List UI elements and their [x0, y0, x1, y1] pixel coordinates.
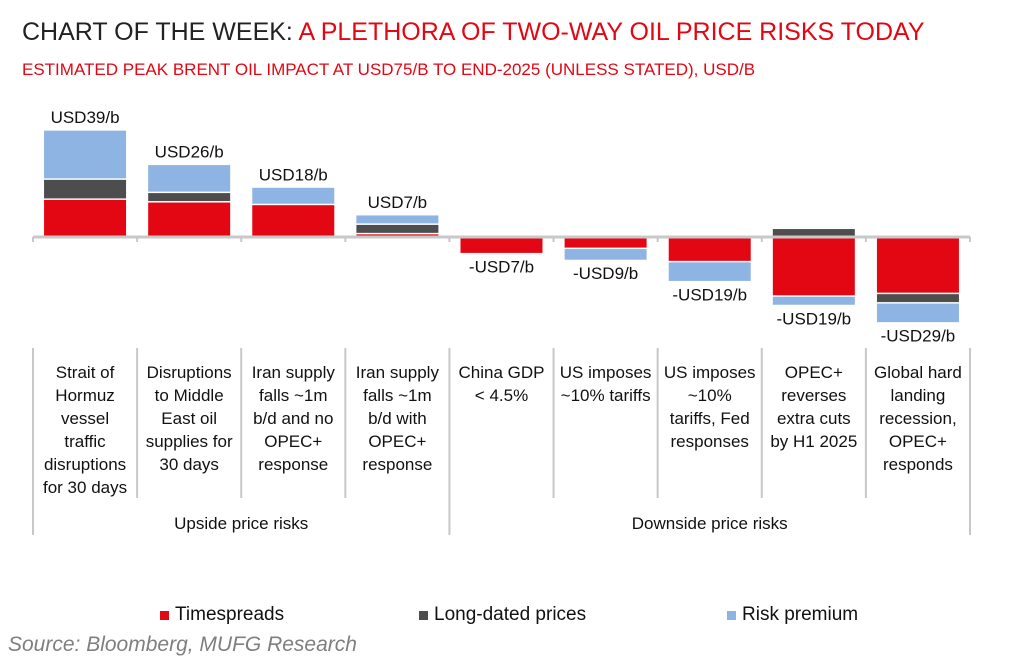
bar-risk-premium: [44, 130, 127, 179]
bar-long-dated: [876, 294, 959, 303]
category-label-line: Strait of: [56, 363, 115, 382]
category-label-line: Iran supply: [356, 363, 440, 382]
group-label: Downside price risks: [632, 514, 788, 533]
category-label: Global hard landing recession, OPEC+ respond…: [874, 363, 962, 474]
category-label-line: for 30 days: [43, 478, 127, 497]
category-label-line: b/d and no: [253, 409, 333, 428]
category-label-line: to Middle: [155, 386, 224, 405]
bar-long-dated: [44, 179, 127, 199]
category-label-line: response: [362, 455, 432, 474]
legend-label-risk-premium: Risk premium: [742, 604, 859, 625]
bar-timespreads: [460, 237, 543, 253]
bar-total-label: USD39/b: [51, 108, 120, 127]
category-label-line: China GDP: [459, 363, 545, 382]
category-label-line: landing: [891, 386, 946, 405]
bar-risk-premium: [668, 262, 751, 281]
category-label-line: tariffs, Fed: [670, 409, 750, 428]
bar-risk-premium: [148, 165, 231, 192]
category-label-line: US imposes: [664, 363, 756, 382]
bar-timespreads: [668, 237, 751, 261]
category-label-line: 30 days: [159, 455, 219, 474]
category-label-line: US imposes: [560, 363, 652, 382]
bar-risk-premium: [252, 187, 335, 204]
bar-timespreads: [876, 237, 959, 293]
category-label-line: vessel: [61, 409, 109, 428]
legend-timespreads: Timespreads: [160, 604, 284, 626]
category-label-line: supplies for: [146, 432, 233, 451]
category-label-line: East oil: [161, 409, 217, 428]
category-label-line: b/d with: [368, 409, 427, 428]
category-label-line: OPEC+: [368, 432, 426, 451]
title-main: A PLETHORA OF TWO-WAY OIL PRICE RISKS TO…: [298, 18, 925, 46]
category-label-line: OPEC+: [785, 363, 843, 382]
bar-risk-premium: [876, 303, 959, 323]
bar-long-dated: [772, 229, 855, 237]
bar-long-dated: [356, 224, 439, 233]
group-label: Upside price risks: [174, 514, 308, 533]
category-label: Iran supply falls ~1m b/d and no OPEC+ respo…: [252, 363, 336, 474]
legend-risk-premium: Risk premium: [727, 604, 858, 626]
title-prefix: CHART OF THE WEEK:: [22, 18, 299, 46]
category-label-line: Disruptions: [147, 363, 232, 382]
category-label-line: Global hard: [874, 363, 962, 382]
category-label: US imposes ~10% tariffs: [560, 363, 652, 405]
category-label-line: extra cuts: [777, 409, 851, 428]
legend-swatch-risk-premium: [727, 610, 736, 620]
category-label-line: responses: [671, 432, 749, 451]
category-label-line: Hormuz: [55, 386, 115, 405]
category-label: US imposes ~10% tariffs, Fed responses: [664, 363, 756, 451]
bar-timespreads: [252, 205, 335, 237]
category-label-line: disruptions: [44, 455, 126, 474]
category-label-line: traffic: [64, 432, 106, 451]
bar-total-label: -USD7/b: [469, 257, 534, 276]
category-label-line: ~10% tariffs: [561, 386, 651, 405]
bar-total-label: USD18/b: [259, 165, 328, 184]
category-label-line: reverses: [781, 386, 846, 405]
bar-total-label: USD7/b: [368, 193, 428, 212]
bar-total-label: -USD9/b: [573, 264, 638, 283]
bar-timespreads: [772, 237, 855, 296]
category-label-line: recession,: [879, 409, 956, 428]
bar-risk-premium: [356, 215, 439, 224]
category-label: Disruptions to Middle East oil supplies for…: [146, 363, 233, 474]
source-note: Source: Bloomberg, MUFG Research: [8, 633, 357, 656]
bar-total-label: -USD19/b: [777, 309, 852, 328]
bar-timespreads: [564, 237, 647, 248]
bar-total-label: USD26/b: [155, 143, 224, 162]
bar-risk-premium: [564, 249, 647, 260]
bar-total-label: -USD19/b: [672, 285, 747, 304]
category-label-line: falls ~1m: [259, 386, 328, 405]
category-label-line: Iran supply: [252, 363, 336, 382]
bar-total-label: -USD29/b: [881, 327, 956, 346]
category-label: China GDP < 4.5%: [459, 363, 545, 405]
category-label-line: OPEC+: [889, 432, 947, 451]
oil-risk-bar-chart: USD39/b USD26/b USD18/b USD7/b -USD7/b -USD9/…: [32, 108, 971, 535]
bar-long-dated: [148, 193, 231, 202]
bar-risk-premium: [772, 296, 855, 305]
category-label: Strait of Hormuz vessel traffic disruptions f…: [43, 363, 127, 497]
bar-timespreads: [148, 202, 231, 237]
legend-label-long-dated: Long-dated prices: [434, 604, 587, 625]
legend-swatch-timespreads: [160, 610, 169, 620]
category-label: OPEC+ reverses extra cuts by H1 2025: [770, 363, 857, 451]
legend-long-dated: Long-dated prices: [419, 604, 586, 626]
category-label-line: responds: [883, 455, 953, 474]
chart-subtitle: ESTIMATED PEAK BRENT OIL IMPACT AT USD75…: [22, 60, 756, 79]
category-label: Iran supply falls ~1m b/d with OPEC+ respons…: [356, 363, 440, 474]
bar-timespreads: [44, 199, 127, 237]
category-label-line: OPEC+: [264, 432, 322, 451]
category-label-line: by H1 2025: [770, 432, 857, 451]
chart-title: CHART OF THE WEEK: A PLETHORA OF TWO-WAY…: [22, 18, 925, 47]
legend-label-timespreads: Timespreads: [175, 604, 285, 625]
category-label-line: < 4.5%: [475, 386, 528, 405]
legend-swatch-long-dated: [419, 610, 428, 620]
category-label-line: response: [258, 455, 328, 474]
category-label-line: falls ~1m: [363, 386, 432, 405]
category-label-line: ~10%: [688, 386, 732, 405]
